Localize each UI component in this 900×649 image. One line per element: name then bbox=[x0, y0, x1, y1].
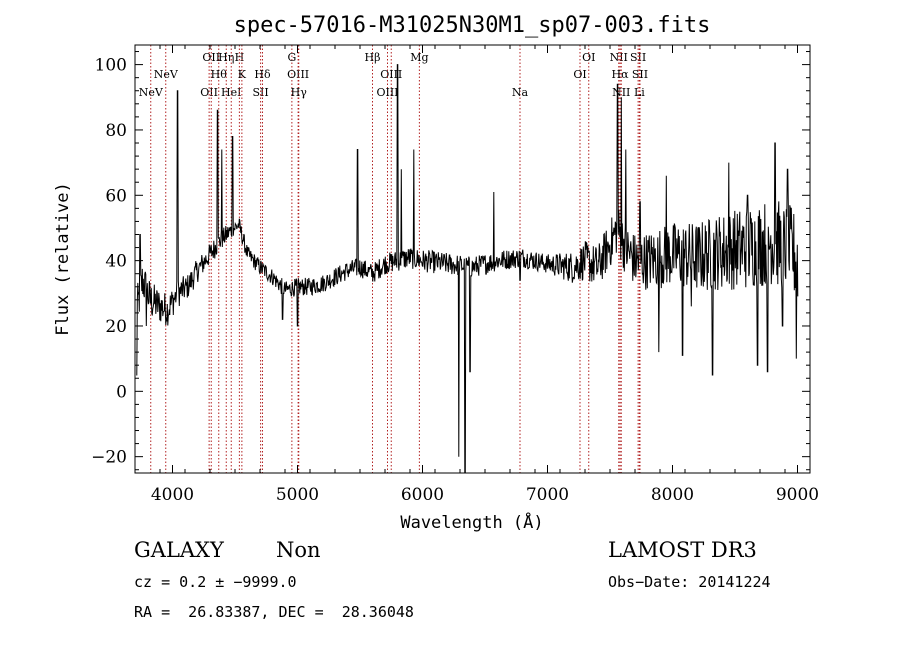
x-tick-label: 8000 bbox=[651, 485, 694, 505]
emission-line-label: NII bbox=[610, 51, 628, 64]
emission-line-label: NeV bbox=[139, 86, 164, 99]
emission-line-label: Li bbox=[634, 86, 645, 99]
emission-line-label: Hγ bbox=[291, 86, 308, 99]
survey-name: LAMOST DR3 bbox=[608, 538, 757, 562]
emission-line-label: HeI bbox=[221, 86, 241, 99]
y-tick-label: 20 bbox=[105, 317, 127, 337]
emission-line-label: SII bbox=[630, 51, 646, 64]
emission-line-label: Na bbox=[512, 86, 529, 99]
y-tick-label: 100 bbox=[95, 56, 127, 76]
plot-frame bbox=[134, 44, 811, 474]
y-tick-label: 80 bbox=[105, 121, 127, 141]
emission-line-label: SII bbox=[253, 86, 269, 99]
emission-line-label: OII bbox=[202, 51, 220, 64]
emission-line-label: Hα bbox=[611, 68, 629, 81]
x-tick-label: 9000 bbox=[776, 485, 819, 505]
spectrum-line bbox=[136, 64, 799, 474]
y-tick-label: 40 bbox=[105, 252, 127, 272]
emission-line-label: Mg bbox=[410, 51, 428, 64]
emission-line-label: NII bbox=[612, 86, 630, 99]
emission-line-label: SII bbox=[632, 68, 648, 81]
x-tick-label: 5000 bbox=[276, 485, 319, 505]
x-tick-label: 4000 bbox=[151, 485, 194, 505]
axis-ticks: 4000 5000 6000 7000 8000 9000 −20 0 20 40 60 80 100 bbox=[91, 45, 819, 505]
x-axis-label: Wavelength (Å) bbox=[400, 511, 543, 533]
object-subclass: Non bbox=[276, 538, 321, 562]
emission-line-label: OI bbox=[573, 68, 586, 81]
x-tick-label: 7000 bbox=[526, 485, 569, 505]
emission-line-label: Hβ bbox=[365, 51, 381, 64]
emission-line-label: OI bbox=[582, 51, 595, 64]
emission-line-label: OIII bbox=[376, 86, 398, 99]
coordinates: RA = 26.83387, DEC = 28.36048 bbox=[134, 603, 414, 621]
emission-line-label: G bbox=[287, 51, 296, 64]
redshift-value: cz = 0.2 ± −9999.0 bbox=[134, 573, 297, 591]
emission-line-label: Hθ bbox=[211, 68, 228, 81]
emission-line-label: H bbox=[235, 51, 245, 64]
object-class: GALAXY bbox=[134, 538, 224, 562]
emission-line-label: Hδ bbox=[254, 68, 271, 81]
emission-line-label: OIII bbox=[287, 68, 309, 81]
y-tick-label: 60 bbox=[105, 186, 127, 206]
emission-line-label: K bbox=[238, 68, 247, 81]
x-tick-label: 6000 bbox=[401, 485, 444, 505]
y-axis-label: Flux (relative) bbox=[53, 182, 73, 336]
emission-line-markers: NeV NeV OII OII Hθ Hη HeI HK SII Hδ G OIII Hγ Hβ OIII O… bbox=[139, 45, 648, 473]
emission-line-label: Hη bbox=[218, 51, 234, 64]
y-tick-label: 0 bbox=[116, 382, 127, 402]
y-tick-label: −20 bbox=[91, 448, 127, 468]
chart-title: spec-57016-M31025N30M1_sp07-003.fits bbox=[234, 13, 711, 38]
emission-line-label: OIII bbox=[380, 68, 402, 81]
observation-date: Obs−Date: 20141224 bbox=[608, 573, 771, 591]
emission-line-label: NeV bbox=[154, 68, 179, 81]
emission-line-label: OII bbox=[200, 86, 218, 99]
